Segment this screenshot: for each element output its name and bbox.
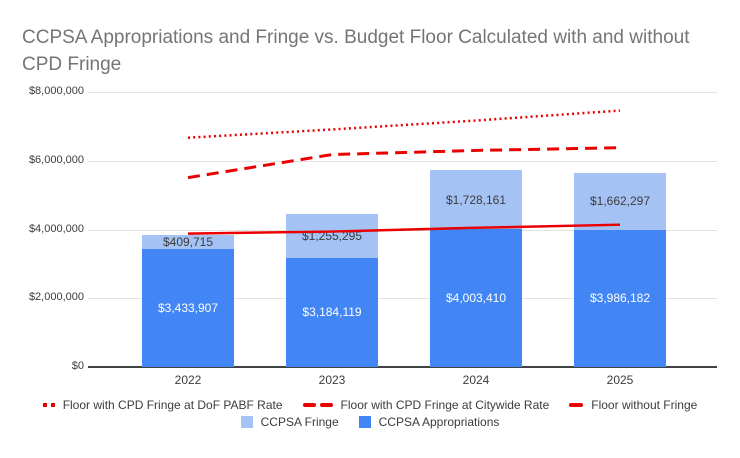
legend-item-label: Floor without Fringe [591,398,698,412]
legend-marker-shape [358,416,371,428]
legend-item-floor-with-cpd-fringe-at-dof-pabf-rate: Floor with CPD Fringe at DoF PABF Rate [42,398,283,412]
bar-value-label: $3,184,119 [302,305,362,320]
x-axis-category-label: 2023 [318,373,346,387]
legend-item-floor-with-cpd-fringe-at-citywide-rate: Floor with CPD Fringe at Citywide Rate [302,398,550,412]
bar-segment-ccpsa-fringe: $1,728,161 [430,169,522,230]
bar-segment-ccpsa-fringe: $1,662,297 [574,172,666,230]
y-axis-tick-label: $6,000,000 [28,153,84,166]
bar-segment-ccpsa-appropriations: $4,003,410 [430,229,522,367]
legend-item-ccpsa-appropriations: CCPSA Appropriations [358,415,500,429]
y-axis-tick-label: $4,000,000 [28,222,84,235]
x-axis-category-label: 2022 [174,373,202,387]
legend-marker-shape [319,403,333,407]
floor-lines-overlay [187,109,621,235]
legend-row-lines: Floor with CPD Fringe at DoF PABF Rate Fl… [42,398,697,412]
chart-title: CCPSA Appropriations and Fringe vs. Budg… [22,27,690,75]
gridline [88,298,717,300]
legend-item-label: CCPSA Fringe [260,415,339,429]
bar-segment-ccpsa-fringe: $409,715 [142,234,234,249]
gridline [88,160,717,162]
legend-item-floor-without-fringe: Floor without Fringe [569,398,697,412]
legend-marker-shape [569,403,584,407]
legend-marker-solid-icon [569,403,584,407]
y-axis-tick-label: $2,000,000 [28,291,84,304]
bar-value-label: $3,986,182 [589,291,651,306]
bar-value-label: $3,433,907 [157,300,219,315]
legend-item-label: CCPSA Appropriations [378,415,500,429]
legend-marker-swatch-icon [240,416,253,428]
legend-row-bars: CCPSA Fringe CCPSA Appropriations [240,415,500,429]
bar-value-label: $1,728,161 [445,192,507,207]
bar-segment-ccpsa-appropriations: $3,986,182 [574,229,666,367]
bar-value-label: $4,003,410 [445,291,507,306]
bar-segment-ccpsa-appropriations: $3,184,119 [286,257,378,367]
floor-line-floor-with-cpd-fringe-at-citywide-rate [187,146,621,180]
legend-marker-swatch-icon [358,416,371,428]
gridline [88,92,717,93]
legend-item-label: Floor with CPD Fringe at DoF PABF Rate [62,398,283,412]
x-axis-category-label: 2024 [462,373,490,387]
legend-marker-dotted-icon [42,403,55,407]
legend-marker-shape [42,403,47,407]
legend-marker-dashed-icon [302,403,333,407]
y-axis-tick-label: $0 [71,360,84,372]
chart-legend: Floor with CPD Fringe at DoF PABF Rate Fl… [0,398,740,429]
legend-marker-shape [240,416,253,428]
y-axis-tick-label: $8,000,000 [28,85,84,97]
bar-segment-ccpsa-fringe: $1,255,295 [286,214,378,258]
legend-marker-shape [302,403,316,407]
bar-value-label: $409,715 [162,234,214,249]
legend-marker-shape [50,403,55,407]
floor-line-floor-without-fringe [187,223,621,235]
x-axis-line [88,366,717,368]
floor-line-floor-with-cpd-fringe-at-dof-pabf-rate [187,109,621,139]
legend-item-label: Floor with CPD Fringe at Citywide Rate [340,398,550,412]
bar-segment-ccpsa-appropriations: $3,433,907 [142,248,234,367]
bar-value-label: $1,662,297 [589,194,651,209]
legend-item-ccpsa-fringe: CCPSA Fringe [240,415,339,429]
x-axis-category-label: 2025 [606,373,634,387]
